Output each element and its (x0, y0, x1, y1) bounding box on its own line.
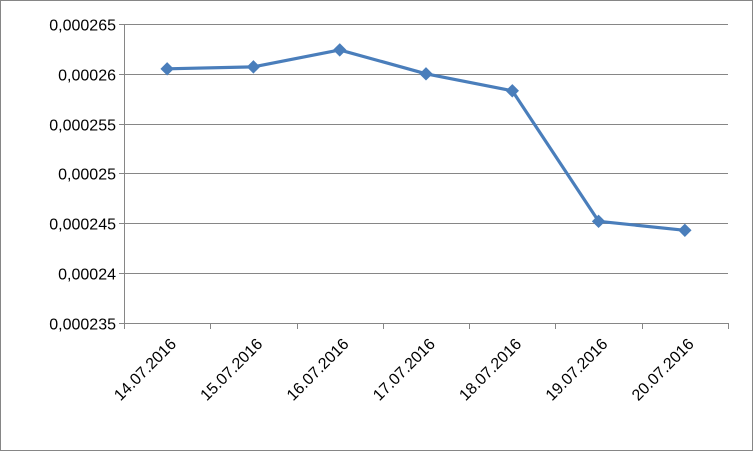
data-point-marker (333, 43, 347, 57)
y-tick-label: 0,00024 (58, 267, 116, 284)
x-tick-label: 18.07.2016 (456, 336, 525, 405)
x-tick-label: 17.07.2016 (370, 336, 439, 405)
y-tick-label: 0,00026 (58, 68, 116, 85)
data-point-marker (419, 67, 433, 81)
y-tick-label: 0,000245 (49, 217, 116, 234)
y-tick-label: 0,000265 (49, 18, 116, 35)
data-point-marker (246, 60, 261, 74)
data-point-marker (678, 223, 692, 238)
x-tick-label: 20.07.2016 (629, 336, 698, 405)
x-tick-label: 19.07.2016 (543, 336, 612, 405)
x-tick-label: 16.07.2016 (284, 336, 353, 405)
data-point-marker (591, 214, 606, 229)
data-point-marker (505, 84, 519, 98)
data-point-marker (160, 62, 174, 76)
x-tick-label: 15.07.2016 (198, 336, 267, 405)
y-tick-label: 0,000255 (49, 118, 116, 135)
x-tick-label: 14.07.2016 (111, 336, 180, 405)
y-tick-label: 0,00025 (58, 167, 116, 184)
y-tick-label: 0,000235 (49, 317, 116, 334)
